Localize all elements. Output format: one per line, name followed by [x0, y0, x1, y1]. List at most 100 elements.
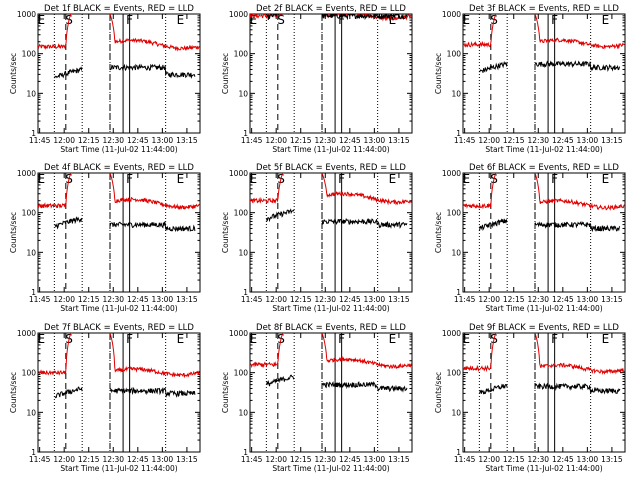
panel-9: Det 9f BLACK = Events, RED = LLD 1 10 100 10… [434, 323, 626, 473]
marker-label: E [462, 172, 470, 186]
y-axis-label: Counts/sec [434, 212, 443, 253]
x-axis-label: Start Time (11-Jul-02 11:44:00) [485, 145, 602, 154]
marker-label: E [177, 13, 185, 27]
x-axis-label: Start Time (11-Jul-02 11:44:00) [60, 145, 177, 154]
x-tick-label: 13:15 [601, 295, 623, 304]
axes-frame [249, 13, 413, 134]
x-tick-label: 12:30 [102, 295, 124, 304]
marker-label: F [551, 172, 558, 186]
axes-frame [462, 172, 626, 293]
x-tick-label: 13:15 [176, 136, 198, 145]
marker-label: F [126, 13, 133, 27]
x-tick-label: 12:00 [53, 455, 75, 464]
y-tick-label: 100 [22, 209, 37, 218]
y-tick-label: 10 [26, 248, 36, 257]
x-tick-label: 12:15 [503, 295, 525, 304]
y-tick-label: 1000 [442, 329, 461, 338]
panel-title: Det 5f BLACK = Events, RED = LLD [256, 163, 406, 173]
panel-2: Det 2f BLACK = Events, RED = LLD 1 10 100 10… [221, 4, 413, 154]
events-series-line [479, 218, 621, 233]
x-tick-label: 13:00 [577, 295, 599, 304]
y-tick-label: 1000 [229, 10, 248, 19]
axes-frame [462, 13, 626, 134]
events-series-line [479, 60, 621, 73]
x-tick-label: 12:45 [552, 295, 574, 304]
x-tick-label: 12:45 [339, 295, 361, 304]
x-tick-label: 12:00 [53, 136, 75, 145]
x-tick-label: 13:15 [388, 455, 410, 464]
x-axis-label: Start Time (11-Jul-02 11:44:00) [60, 304, 177, 313]
y-tick-label: 1 [456, 129, 461, 138]
x-tick-label: 12:00 [53, 295, 75, 304]
lld-series-line [250, 173, 412, 206]
panel-6: Det 6f BLACK = Events, RED = LLD 1 10 100 10… [434, 163, 626, 313]
x-tick-label: 13:00 [577, 136, 599, 145]
x-tick-label: 12:15 [78, 455, 100, 464]
events-series-line [266, 374, 408, 393]
y-axis-label: Counts/sec [9, 212, 18, 253]
x-tick-label: 12:30 [314, 455, 336, 464]
x-tick-label: 13:15 [388, 295, 410, 304]
panel-title: Det 1f BLACK = Events, RED = LLD [44, 4, 194, 14]
x-axis-label: Start Time (11-Jul-02 11:44:00) [60, 464, 177, 473]
x-tick-label: 12:00 [265, 295, 287, 304]
marker-label: E [37, 332, 45, 346]
x-tick-label: 13:00 [152, 136, 174, 145]
x-tick-label: 12:00 [478, 455, 500, 464]
y-tick-label: 1000 [17, 329, 36, 338]
y-axis-label: Counts/sec [221, 53, 230, 94]
y-tick-label: 1 [31, 448, 36, 457]
x-tick-label: 12:45 [127, 136, 149, 145]
panel-1: Det 1f BLACK = Events, RED = LLD 1 10 100 10… [9, 4, 201, 154]
x-tick-label: 12:00 [478, 136, 500, 145]
x-tick-label: 12:30 [314, 295, 336, 304]
panel-8: Det 8f BLACK = Events, RED = LLD 1 10 100 10… [221, 323, 413, 473]
x-tick-label: 11:45 [241, 295, 263, 304]
lld-series-line [463, 14, 625, 50]
marker-label: E [462, 332, 470, 346]
x-axis-label: Start Time (11-Jul-02 11:44:00) [272, 464, 389, 473]
x-tick-label: 11:45 [29, 455, 51, 464]
y-tick-label: 1000 [229, 169, 248, 178]
x-tick-label: 12:30 [527, 136, 549, 145]
marker-label: F [338, 172, 345, 186]
panel-title: Det 4f BLACK = Events, RED = LLD [44, 163, 194, 173]
y-tick-label: 10 [26, 89, 36, 98]
x-tick-label: 12:00 [265, 136, 287, 145]
y-tick-label: 100 [447, 50, 462, 59]
lld-series-line [38, 333, 200, 379]
x-tick-label: 13:15 [388, 136, 410, 145]
marker-label: E [249, 13, 257, 27]
marker-label: E [177, 332, 185, 346]
x-tick-label: 13:00 [364, 455, 386, 464]
y-tick-label: 1 [456, 288, 461, 297]
panel-4: Det 4f BLACK = Events, RED = LLD 1 10 100 10… [9, 163, 201, 313]
x-tick-label: 12:30 [527, 455, 549, 464]
x-tick-label: 13:15 [601, 455, 623, 464]
y-tick-label: 1 [456, 448, 461, 457]
y-tick-label: 1 [243, 448, 248, 457]
x-tick-label: 12:15 [78, 295, 100, 304]
y-tick-label: 1000 [442, 169, 461, 178]
marker-label: F [551, 13, 558, 27]
marker-label: F [126, 172, 133, 186]
events-series-line [54, 63, 196, 80]
y-tick-label: 10 [238, 408, 248, 417]
x-tick-label: 11:45 [29, 295, 51, 304]
marker-label: S [277, 13, 285, 27]
x-tick-label: 13:00 [152, 295, 174, 304]
panel-7: Det 7f BLACK = Events, RED = LLD 1 10 100 10… [9, 323, 201, 473]
x-tick-label: 13:00 [577, 455, 599, 464]
panel-5: Det 5f BLACK = Events, RED = LLD 1 10 100 10… [221, 163, 413, 313]
lld-series-line [38, 173, 200, 210]
x-tick-label: 12:45 [552, 455, 574, 464]
marker-label: F [338, 332, 345, 346]
x-axis-label: Start Time (11-Jul-02 11:44:00) [485, 304, 602, 313]
y-tick-label: 1 [243, 129, 248, 138]
axes-frame [249, 332, 413, 453]
y-tick-label: 10 [238, 248, 248, 257]
x-tick-label: 12:45 [127, 455, 149, 464]
events-series-line [54, 386, 196, 399]
panel-title: Det 3f BLACK = Events, RED = LLD [469, 4, 619, 14]
